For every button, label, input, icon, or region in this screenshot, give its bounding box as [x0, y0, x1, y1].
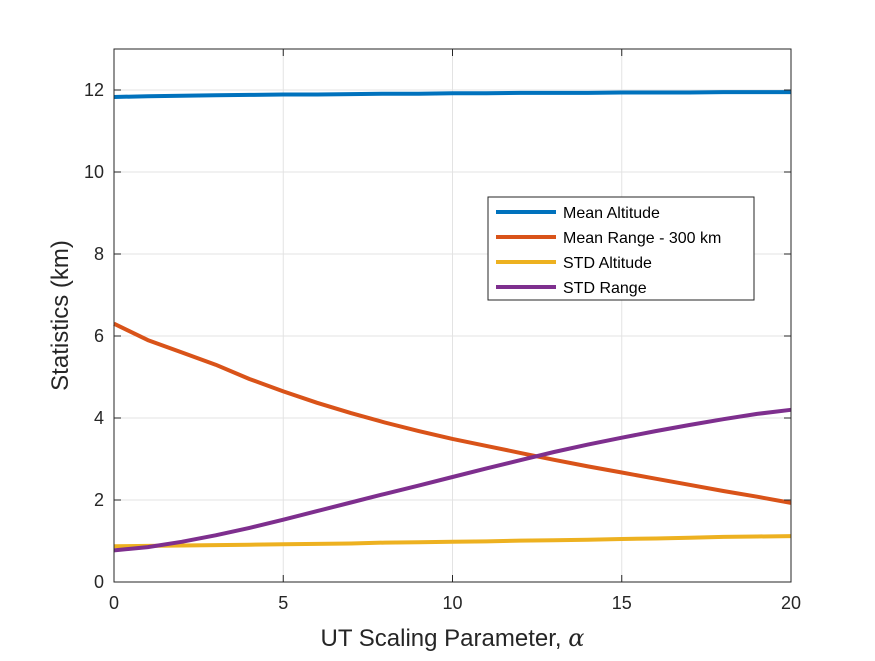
y-tick-label: 10	[84, 162, 104, 182]
tick-marks	[113, 49, 792, 583]
x-axis-label-symbol: α	[568, 624, 584, 652]
series-lines	[113, 90, 792, 553]
y-tick-labels: 0 2 4 6 8 10 12	[84, 80, 104, 592]
y-tick-label: 6	[94, 326, 104, 346]
y-axis-label: Statistics (km)	[47, 240, 74, 391]
x-tick-label: 0	[109, 593, 119, 613]
series-line-4	[113, 407, 792, 553]
legend-label: STD Altitude	[563, 255, 652, 272]
x-tick-label: 15	[612, 593, 632, 613]
y-tick-label: 4	[94, 408, 104, 428]
x-tick-label: 20	[781, 593, 801, 613]
x-axis-label: UT Scaling Parameter, α	[321, 624, 585, 652]
y-tick-label: 8	[94, 244, 104, 264]
legend-box	[487, 196, 755, 301]
x-tick-label: 10	[442, 593, 462, 613]
legend: Mean Altitude Mean Range - 300 km STD Alti…	[487, 196, 755, 301]
series-line-2	[113, 321, 792, 505]
y-tick-label: 2	[94, 490, 104, 510]
x-tick-labels: 0 5 10 15 20	[109, 593, 801, 613]
x-axis-label-text: UT Scaling Parameter,	[321, 625, 569, 652]
y-tick-label: 0	[94, 572, 104, 592]
x-tick-label: 5	[278, 593, 288, 613]
legend-label: Mean Range - 300 km	[563, 230, 721, 247]
series-line-1	[113, 90, 791, 99]
series-line-3	[113, 534, 792, 549]
legend-label: STD Range	[563, 280, 647, 297]
legend-label: Mean Altitude	[563, 205, 660, 222]
y-tick-label: 12	[84, 80, 104, 100]
